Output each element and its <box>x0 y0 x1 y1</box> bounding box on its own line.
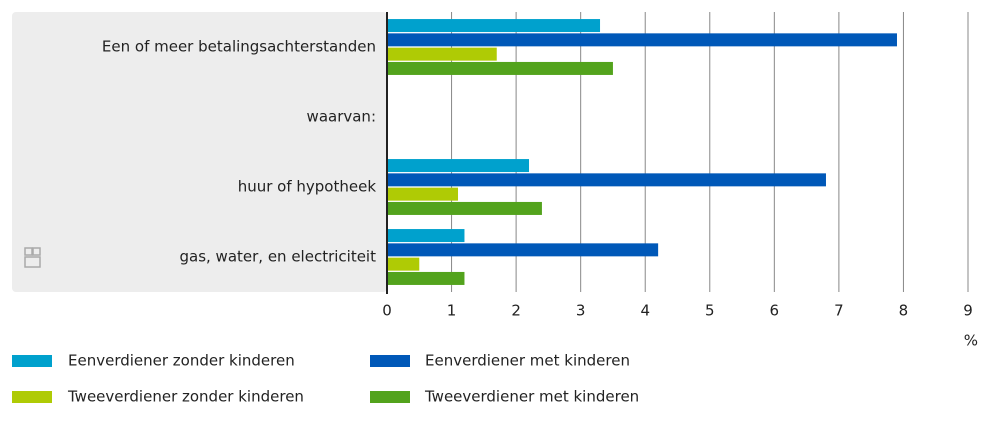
legend-swatch <box>12 355 52 367</box>
x-tick-label: 3 <box>576 302 586 320</box>
bar <box>387 33 897 47</box>
legend-label: Tweeverdiener met kinderen <box>424 388 639 406</box>
category-panel <box>12 12 387 292</box>
y-tick-label: huur of hypotheek <box>238 178 377 196</box>
bar <box>387 271 465 285</box>
bar <box>387 229 465 243</box>
bar <box>387 173 826 187</box>
x-tick-label: 8 <box>899 302 909 320</box>
x-tick-label: 6 <box>770 302 780 320</box>
legend-label: Eenverdiener zonder kinderen <box>68 352 295 370</box>
x-tick-label: 5 <box>705 302 715 320</box>
y-tick-label: Een of meer betalingsachterstanden <box>102 38 376 56</box>
x-tick-label: 0 <box>382 302 392 320</box>
x-tick-label: 9 <box>963 302 973 320</box>
legend-swatch <box>12 391 52 403</box>
legend-swatch <box>370 391 410 403</box>
logo <box>24 247 41 268</box>
bar <box>387 257 420 271</box>
x-axis-label: % <box>964 332 978 350</box>
bar <box>387 201 542 215</box>
y-tick-label: waarvan: <box>307 108 376 126</box>
legend-label: Tweeverdiener zonder kinderen <box>67 388 304 406</box>
bar <box>387 243 659 257</box>
bar <box>387 187 459 201</box>
bar <box>387 47 497 61</box>
x-tick-label: 7 <box>834 302 844 320</box>
x-tick-label: 1 <box>447 302 457 320</box>
bar <box>387 159 530 173</box>
bar <box>387 61 613 75</box>
x-tick-label: 4 <box>640 302 650 320</box>
legend-swatch <box>370 355 410 367</box>
x-tick-label: 2 <box>511 302 521 320</box>
legend-label: Eenverdiener met kinderen <box>425 352 630 370</box>
bar <box>387 19 601 33</box>
y-tick-label: gas, water, en electriciteit <box>179 248 376 266</box>
